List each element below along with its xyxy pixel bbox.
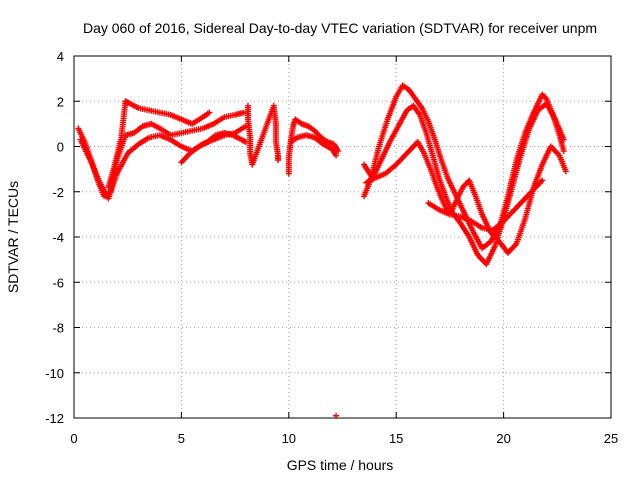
data-point [240, 109, 247, 116]
data-point [335, 148, 342, 155]
data-point [539, 177, 546, 184]
data-point [560, 136, 567, 143]
y-tick-label: -10 [45, 366, 64, 381]
data-point [333, 152, 340, 159]
x-axis-label: GPS time / hours [287, 457, 394, 473]
y-tick-label: -8 [52, 321, 64, 336]
x-tick-label: 20 [496, 431, 510, 446]
data-points [75, 82, 569, 419]
grid-lines [74, 56, 611, 418]
x-tick-label: 5 [178, 431, 185, 446]
y-tick-label: -12 [45, 411, 64, 426]
chart-title: Day 060 of 2016, Sidereal Day-to-day VTE… [83, 20, 597, 36]
y-tick-label: -2 [52, 185, 64, 200]
x-tick-label: 0 [70, 431, 77, 446]
y-tick-label: -6 [52, 275, 64, 290]
plot-frame [73, 55, 612, 419]
y-tick-label: 0 [57, 140, 64, 155]
x-tick-label: 25 [604, 431, 618, 446]
y-tick-label: -4 [52, 230, 64, 245]
y-tick-label: 2 [57, 94, 64, 109]
data-point [562, 168, 569, 175]
data-point [275, 157, 282, 164]
x-tick-label: 10 [282, 431, 296, 446]
y-axis-label: SDTVAR / TECUs [5, 181, 21, 293]
data-point [206, 109, 213, 116]
y-tick-label: 4 [57, 49, 64, 64]
data-point [560, 148, 567, 155]
x-tick-label: 15 [389, 431, 403, 446]
